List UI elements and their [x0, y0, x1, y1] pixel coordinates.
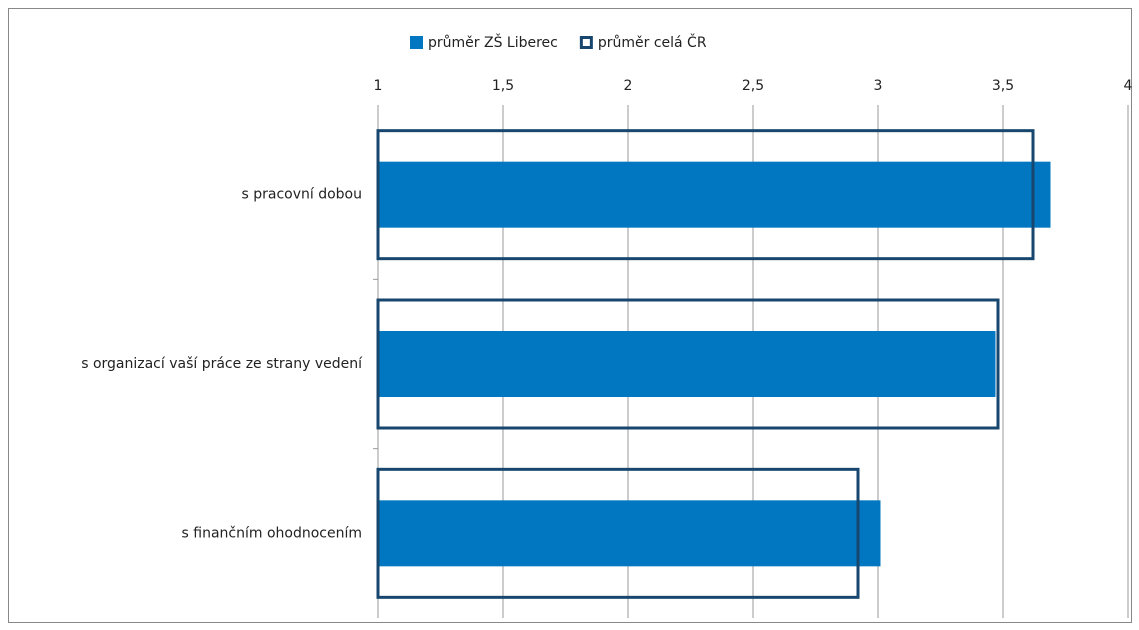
bar: [378, 161, 1051, 228]
x-tick-label: 1,5: [492, 78, 514, 94]
legend-swatch: [579, 36, 593, 49]
x-tick-label: 3,5: [992, 78, 1014, 94]
x-tick-label: 1: [374, 78, 383, 94]
y-tick-label: s finančním ohodnocením: [182, 525, 362, 541]
y-tick-label: s organizací vaší práce ze strany vedení: [81, 356, 363, 372]
bar-outline: [376, 467, 860, 599]
legend-label: průměr celá ČR: [598, 33, 707, 51]
legend-swatch: [410, 36, 423, 49]
x-tick-label: 2: [624, 78, 633, 94]
x-tick-label: 4: [1124, 78, 1133, 94]
x-tick-label: 3: [874, 78, 883, 94]
x-tick-label: 2,5: [742, 78, 764, 94]
y-tick-label: s pracovní dobou: [241, 187, 362, 203]
legend-label: průměr ZŠ Liberec: [428, 33, 558, 51]
bar: [378, 331, 996, 397]
bar-outline: [376, 298, 1000, 430]
bar-outline: [376, 129, 1035, 261]
bar: [378, 500, 881, 567]
